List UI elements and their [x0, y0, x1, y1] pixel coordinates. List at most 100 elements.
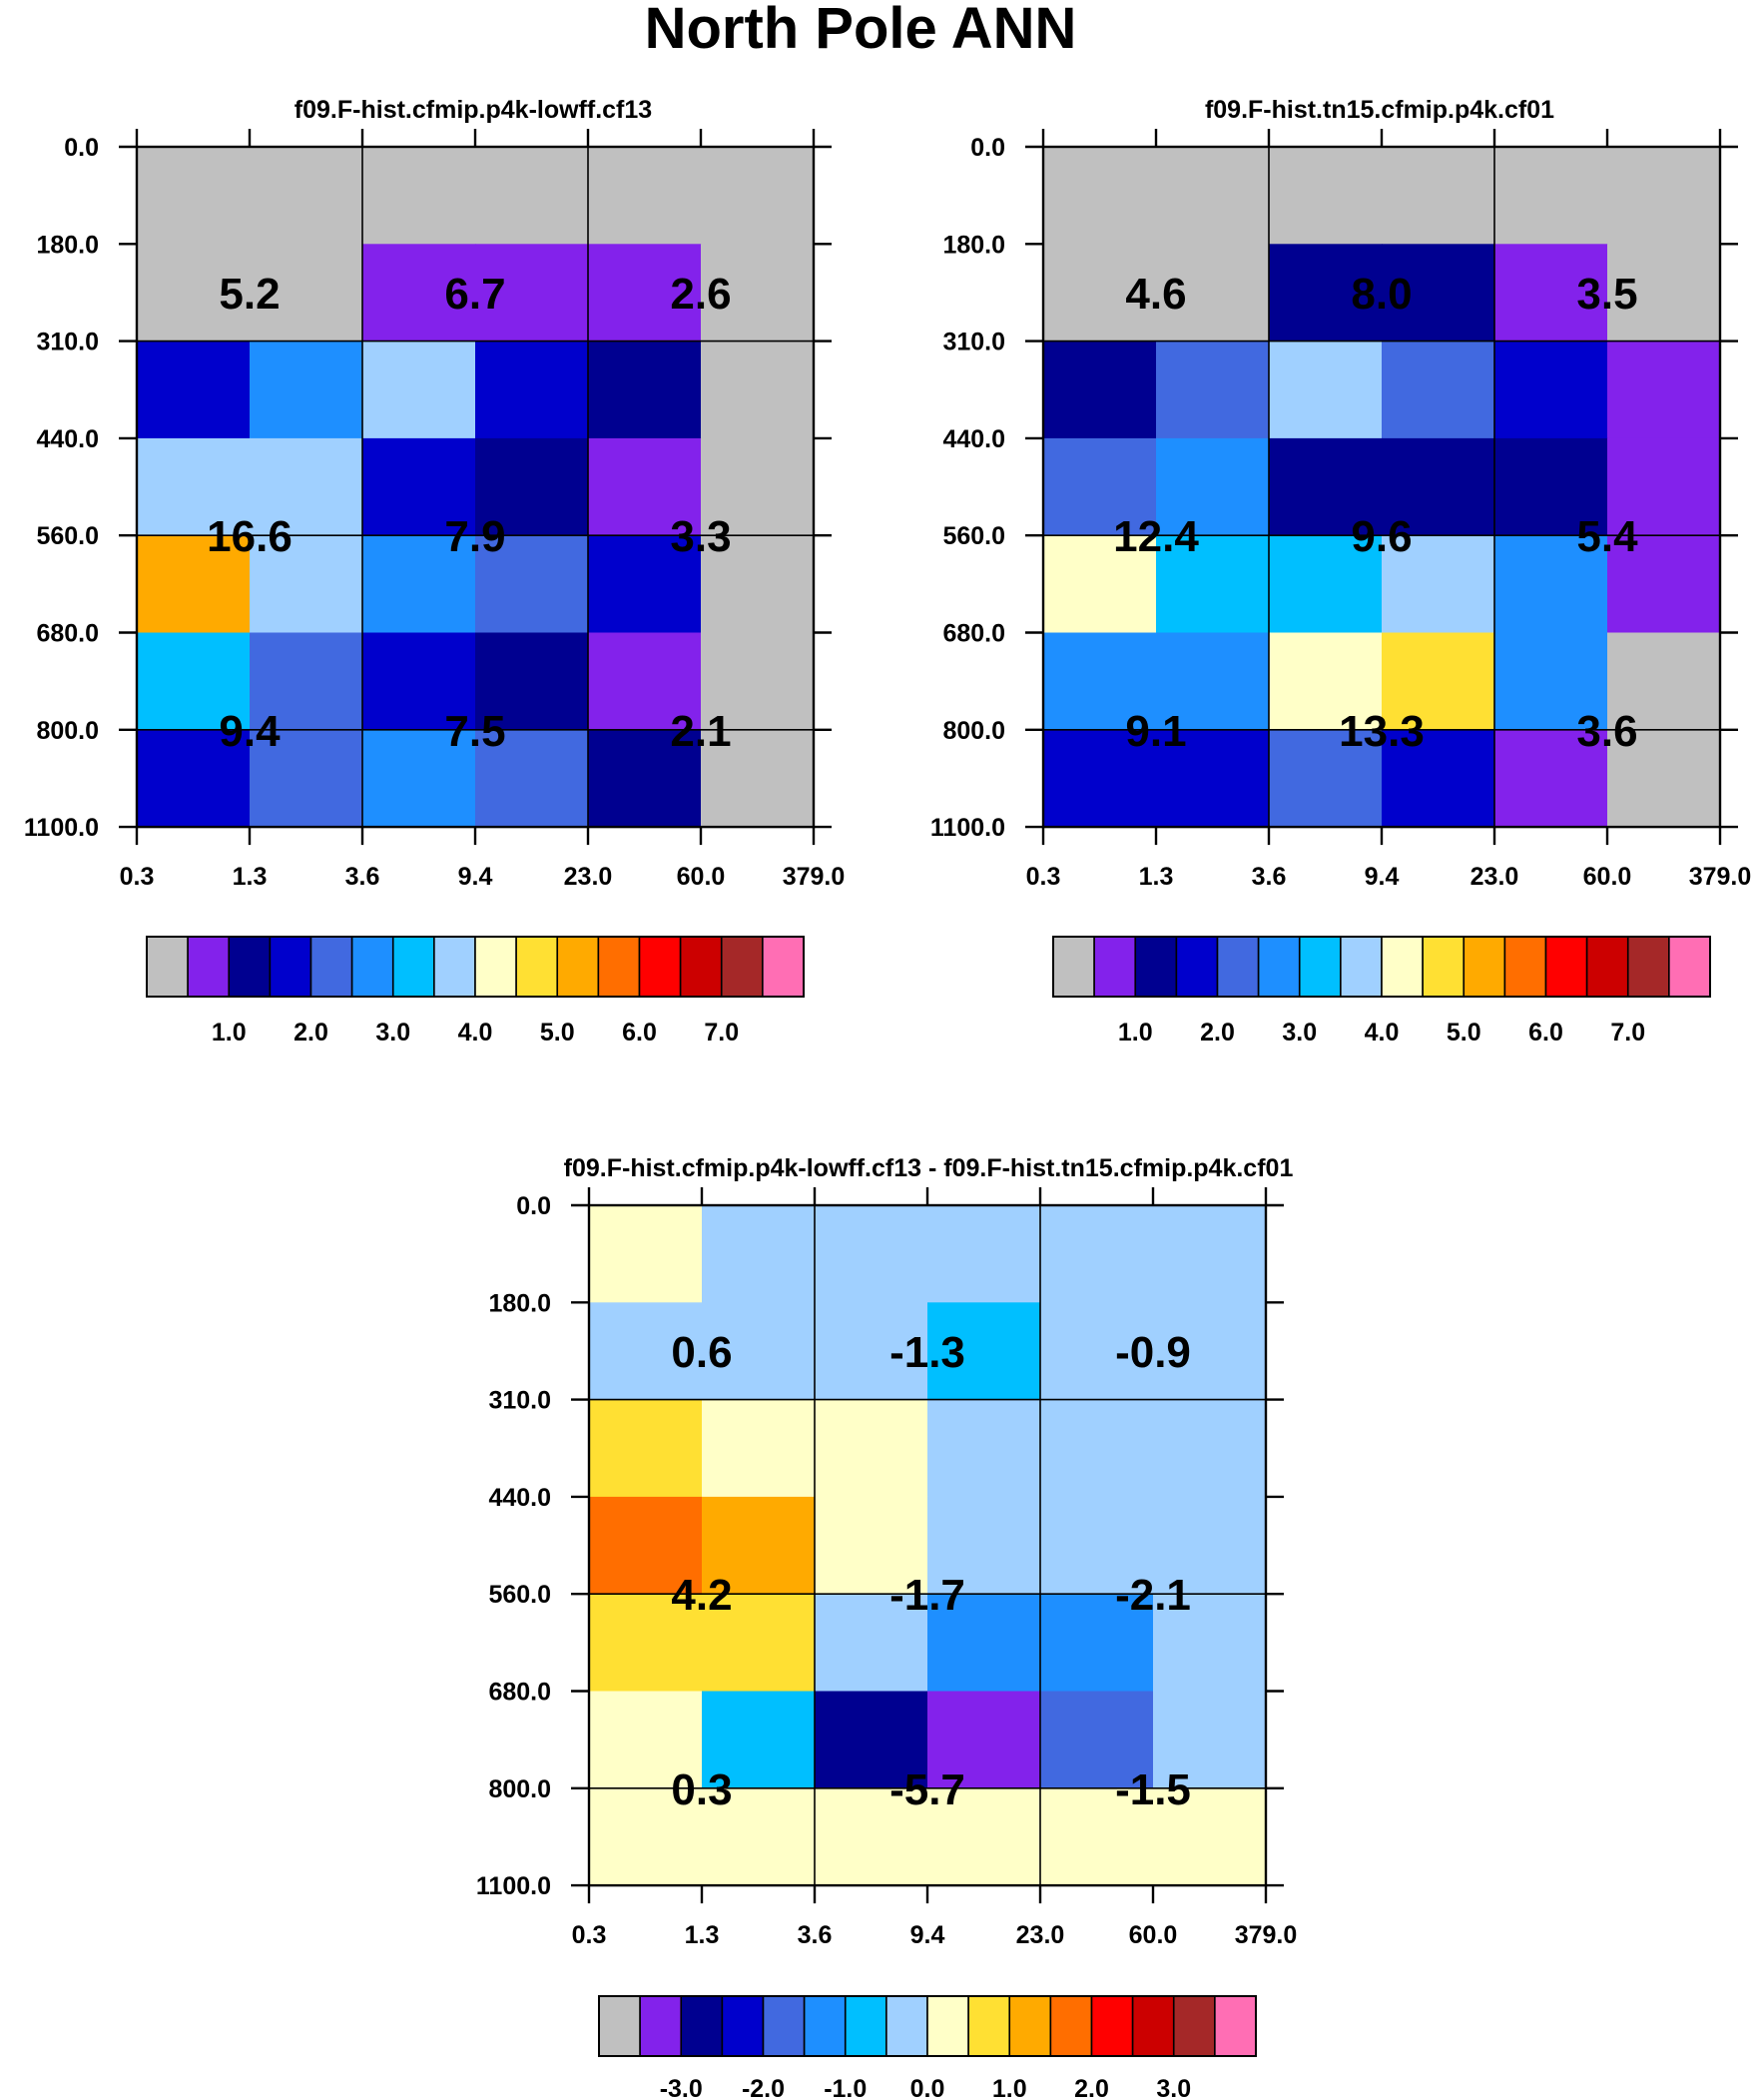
heatmap-cell: [137, 147, 251, 245]
colorbar-swatch: [885, 1995, 928, 2057]
cell-value-label: -1.3: [889, 1328, 965, 1377]
heatmap-cell: [1043, 341, 1157, 439]
cell-value-label: 7.9: [444, 512, 505, 561]
heatmap-cell: [927, 1302, 1041, 1401]
heatmap-cell: [589, 1302, 703, 1401]
colorbar-swatch: [1463, 936, 1506, 998]
heatmap-cell: [588, 729, 702, 828]
x-tick-label: 0.3: [120, 863, 155, 891]
heatmap-cell: [702, 1205, 816, 1303]
colorbar-swatch: [1298, 936, 1342, 998]
heatmap-cell: [137, 535, 251, 634]
heatmap-cell: [1269, 632, 1383, 731]
colorbar-label: 2.0: [1074, 2075, 1109, 2100]
colorbar-swatch: [1214, 1995, 1257, 2057]
colorbar-label: 6.0: [622, 1019, 657, 1047]
heatmap-cell: [1494, 341, 1608, 439]
heatmap-cell: [362, 244, 476, 343]
heatmap-cell: [1040, 1205, 1154, 1303]
heatmap-cell: [588, 535, 702, 634]
colorbar-swatch: [638, 936, 682, 998]
heatmap-cell: [1382, 437, 1495, 536]
heatmap-cell: [701, 341, 815, 439]
heatmap-cell: [1156, 244, 1270, 343]
x-tick-label: 60.0: [1583, 863, 1632, 891]
y-tick-label: 1100.0: [930, 814, 1005, 842]
heatmap-cell: [1494, 632, 1608, 731]
heatmap-cell: [1269, 437, 1383, 536]
colorbar-label: 2.0: [1200, 1019, 1235, 1047]
colorbar-swatch: [597, 936, 641, 998]
y-tick-label: 180.0: [942, 231, 1005, 259]
colorbar-frame: [146, 936, 805, 998]
colorbar-swatch: [639, 1995, 683, 2057]
heatmap-cell: [1607, 341, 1721, 439]
heatmap-cell: [1040, 1496, 1154, 1595]
colorbar-swatch: [1503, 936, 1547, 998]
heatmap-cell: [702, 1691, 816, 1789]
heatmap-cell: [702, 1787, 816, 1886]
heatmap-cell: [1494, 535, 1608, 634]
x-tick-label: 9.4: [458, 863, 493, 891]
colorbar-swatch: [1381, 936, 1424, 998]
colorbar-swatch: [967, 1995, 1011, 2057]
panel-title: f09.F-hist.tn15.cfmip.p4k.cf01: [1205, 96, 1554, 124]
heatmap-cell: [1269, 147, 1383, 245]
heatmap-cell: [1043, 535, 1157, 634]
heatmap-cell: [588, 147, 702, 245]
y-tick-label: 800.0: [36, 717, 99, 745]
colorbar-swatch: [1340, 936, 1383, 998]
x-tick-label: 9.4: [1365, 863, 1400, 891]
y-tick-label: 440.0: [488, 1484, 551, 1512]
heatmap-cell: [475, 244, 589, 343]
heatmap-cell: [250, 729, 363, 828]
heatmap-cell: [1156, 729, 1270, 828]
heatmap-cell: [701, 535, 815, 634]
cell-value-label: -1.7: [889, 1571, 965, 1620]
colorbar-swatch: [228, 936, 272, 998]
heatmap-cell: [1040, 1691, 1154, 1789]
colorbar-swatch: [556, 936, 600, 998]
heatmap-cell: [815, 1399, 928, 1498]
heatmap-cell: [1269, 244, 1383, 343]
colorbar-swatch: [391, 936, 435, 998]
colorbar-label: 5.0: [1447, 1019, 1481, 1047]
colorbar-label: 5.0: [540, 1019, 575, 1047]
colorbar-swatch: [1216, 936, 1260, 998]
heatmap-cell: [1043, 437, 1157, 536]
x-tick-label: 0.3: [572, 1921, 607, 1949]
heatmap-cell: [1153, 1205, 1267, 1303]
cell-value-label: -5.7: [889, 1765, 965, 1814]
y-tick-label: 180.0: [488, 1289, 551, 1317]
colorbar-label: 3.0: [1156, 2075, 1191, 2100]
colorbar-swatch: [1585, 936, 1629, 998]
heatmap-cell: [1382, 147, 1495, 245]
colorbar-swatch: [1134, 936, 1178, 998]
cell-value-label: 6.7: [444, 270, 505, 319]
heatmap-cell: [927, 1399, 1041, 1498]
colorbar-swatch: [1008, 1995, 1052, 2057]
colorbar: 1.0 2.0 3.0 4.0 5.0 6.0 7.0: [146, 936, 805, 1047]
heatmap-cell: [362, 437, 476, 536]
colorbar-label: 4.0: [1365, 1019, 1400, 1047]
colorbar-label: 1.0: [1118, 1019, 1153, 1047]
colorbar-frame: [1052, 936, 1711, 998]
colorbar-swatch: [679, 936, 723, 998]
heatmap-cell: [1382, 729, 1495, 828]
heatmap-cell: [927, 1787, 1041, 1886]
heatmap-cell: [1607, 147, 1721, 245]
heatmap-cell: [1269, 341, 1383, 439]
colorbar-swatch: [1668, 936, 1711, 998]
cell-value-label: 9.1: [1125, 707, 1186, 756]
heatmap-cell: [588, 437, 702, 536]
cell-value-label: 0.6: [671, 1328, 732, 1377]
y-tick-label: 0.0: [970, 134, 1005, 162]
y-tick-label: 560.0: [942, 522, 1005, 550]
heatmap-cell: [588, 632, 702, 731]
heatmap-cell: [362, 147, 476, 245]
x-tick-label: 1.3: [233, 863, 268, 891]
colorbar-swatch: [1175, 936, 1219, 998]
heatmap-cell: [1607, 535, 1721, 634]
cell-value-label: 8.0: [1351, 270, 1412, 319]
heatmap-cell: [1153, 1787, 1267, 1886]
